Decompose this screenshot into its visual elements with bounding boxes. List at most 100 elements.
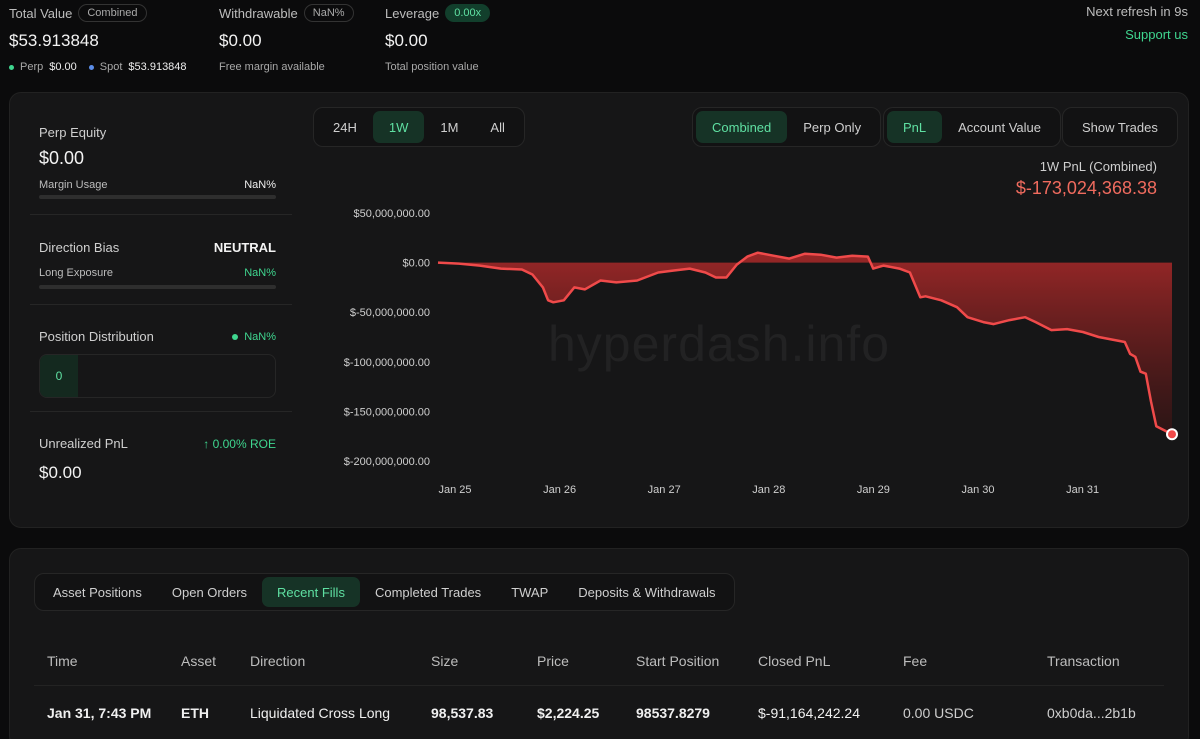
long-exposure-bar	[39, 285, 276, 289]
long-exposure-label: Long Exposure	[39, 267, 113, 279]
col-transaction[interactable]: Transaction	[1047, 653, 1120, 669]
x-tick-label: Jan 27	[648, 484, 681, 496]
support-link[interactable]: Support us	[1125, 27, 1188, 42]
spot-value: $53.913848	[128, 61, 187, 73]
unrealized-pnl-value: $0.00	[39, 463, 82, 482]
col-fee[interactable]: Fee	[903, 653, 928, 669]
margin-usage-label: Margin Usage	[39, 179, 108, 191]
overview-panel: Perp Equity $0.00 Margin Usage NaN% Dire…	[9, 92, 1189, 528]
mode-selector: Combined Perp Only	[692, 107, 882, 147]
chart-title: 1W PnL (Combined)	[1039, 159, 1157, 174]
position-distribution-label: Position Distribution	[39, 329, 154, 344]
range-1m[interactable]: 1M	[440, 119, 459, 135]
leverage-badge: 0.00x	[445, 4, 491, 22]
refresh-area: Next refresh in 9s Support us	[1086, 4, 1188, 42]
tab-asset-positions[interactable]: Asset Positions	[53, 584, 142, 600]
tab-open-orders[interactable]: Open Orders	[171, 584, 248, 600]
distribution-count: 0	[40, 355, 78, 397]
long-exposure-value: NaN%	[244, 267, 276, 279]
range-selector: 24H 1W 1M All	[313, 107, 525, 147]
leverage-sub: Total position value	[385, 61, 479, 73]
roe-value: 0.00% ROE	[212, 436, 276, 451]
margin-usage-bar	[39, 195, 276, 199]
tab-twap[interactable]: TWAP	[511, 584, 549, 600]
divider	[30, 214, 292, 215]
unrealized-pnl-section: Unrealized PnL ↑ 0.00% ROE $0.00	[39, 436, 292, 483]
col-asset[interactable]: Asset	[181, 653, 217, 669]
refresh-timer: Next refresh in 9s	[1086, 4, 1188, 19]
col-size[interactable]: Size	[431, 653, 459, 669]
row-divider	[34, 685, 1164, 686]
x-tick-label: Jan 26	[543, 484, 576, 496]
direction-bias-label: Direction Bias	[39, 240, 120, 255]
distribution-bar: 0	[39, 354, 276, 398]
perp-equity-label: Perp Equity	[39, 125, 107, 140]
total-value-stat: Total Value Combined $53.913848 Perp $0.…	[9, 4, 187, 73]
y-tick-label: $50,000,000.00	[354, 208, 430, 220]
combined-badge[interactable]: Combined	[78, 4, 147, 22]
col-closed-pnl[interactable]: Closed PnL	[758, 653, 831, 669]
metric-account-value[interactable]: Account Value	[958, 119, 1042, 135]
position-distribution-section: Position Distribution NaN% 0	[39, 329, 292, 398]
watermark: hyperdash.info	[548, 316, 891, 372]
unrealized-pnl-label: Unrealized PnL	[39, 436, 128, 451]
y-tick-label: $-200,000,000.00	[344, 456, 430, 468]
withdrawable-stat: Withdrawable NaN% $0.00 Free margin avai…	[219, 4, 354, 73]
col-direction[interactable]: Direction	[250, 653, 306, 669]
perp-dot-icon	[9, 64, 14, 70]
total-value: $53.913848	[9, 31, 99, 50]
mode-combined[interactable]: Combined	[696, 111, 788, 143]
y-tick-label: $0.00	[402, 258, 430, 270]
y-tick-label: $-150,000,000.00	[344, 406, 430, 418]
pnl-line	[437, 251, 1173, 436]
metric-pnl[interactable]: PnL	[887, 111, 943, 143]
status-dot-icon	[232, 333, 239, 340]
cell-direction: Liquidated Cross Long	[250, 705, 391, 721]
spot-label: Spot	[99, 61, 123, 73]
activity-panel: Asset Positions Open Orders Recent Fills…	[9, 548, 1189, 739]
divider	[30, 411, 292, 412]
perp-label: Perp	[20, 61, 44, 73]
perp-equity-section: Perp Equity $0.00 Margin Usage NaN%	[39, 125, 292, 199]
tab-deposits-withdrawals[interactable]: Deposits & Withdrawals	[578, 584, 716, 600]
tab-recent-fills[interactable]: Recent Fills	[262, 577, 360, 607]
leverage-value: $0.00	[385, 31, 428, 50]
tab-completed-trades[interactable]: Completed Trades	[374, 584, 482, 600]
x-tick-label: Jan 28	[752, 484, 785, 496]
withdrawable-label: Withdrawable	[219, 5, 298, 21]
divider	[30, 304, 292, 305]
margin-usage-value: NaN%	[244, 179, 276, 191]
direction-bias-section: Direction Bias NEUTRAL Long Exposure NaN…	[39, 240, 292, 289]
cell-transaction[interactable]: 0xb0da...2b1b	[1047, 705, 1136, 721]
x-tick-label: Jan 25	[438, 484, 471, 496]
range-1w[interactable]: 1W	[372, 111, 425, 143]
chart-value: $-173,024,368.38	[1015, 178, 1157, 198]
pnl-area	[438, 252, 1172, 435]
cell-size: 98,537.83	[431, 705, 494, 721]
col-start-position[interactable]: Start Position	[636, 653, 720, 669]
cell-price: $2,224.25	[537, 705, 600, 721]
show-trades-button[interactable]: Show Trades	[1082, 119, 1158, 135]
perp-equity-value: $0.00	[39, 148, 85, 168]
range-24h[interactable]: 24H	[333, 119, 357, 135]
position-distribution-value: NaN%	[244, 330, 276, 343]
withdrawable-sub: Free margin available	[219, 61, 325, 73]
cell-start-position: 98537.8279	[636, 705, 710, 721]
arrow-up-icon: ↑	[203, 436, 210, 451]
col-time[interactable]: Time	[47, 653, 78, 669]
cell-fee: 0.00 USDC	[903, 705, 974, 721]
range-all[interactable]: All	[490, 119, 505, 135]
leverage-label: Leverage	[385, 5, 440, 21]
show-trades-control: Show Trades	[1062, 107, 1178, 147]
direction-bias-value: NEUTRAL	[213, 240, 276, 255]
cell-time: Jan 31, 7:43 PM	[47, 705, 152, 721]
mode-perp-only[interactable]: Perp Only	[803, 119, 862, 135]
cell-asset[interactable]: ETH	[181, 705, 209, 721]
col-price[interactable]: Price	[537, 653, 569, 669]
withdrawable-value: $0.00	[219, 31, 262, 50]
x-tick-label: Jan 31	[1066, 484, 1099, 496]
perp-value: $0.00	[49, 61, 77, 73]
total-value-label: Total Value	[9, 5, 73, 21]
activity-tabs: Asset Positions Open Orders Recent Fills…	[34, 573, 735, 611]
pnl-end-point[interactable]	[1166, 428, 1178, 441]
